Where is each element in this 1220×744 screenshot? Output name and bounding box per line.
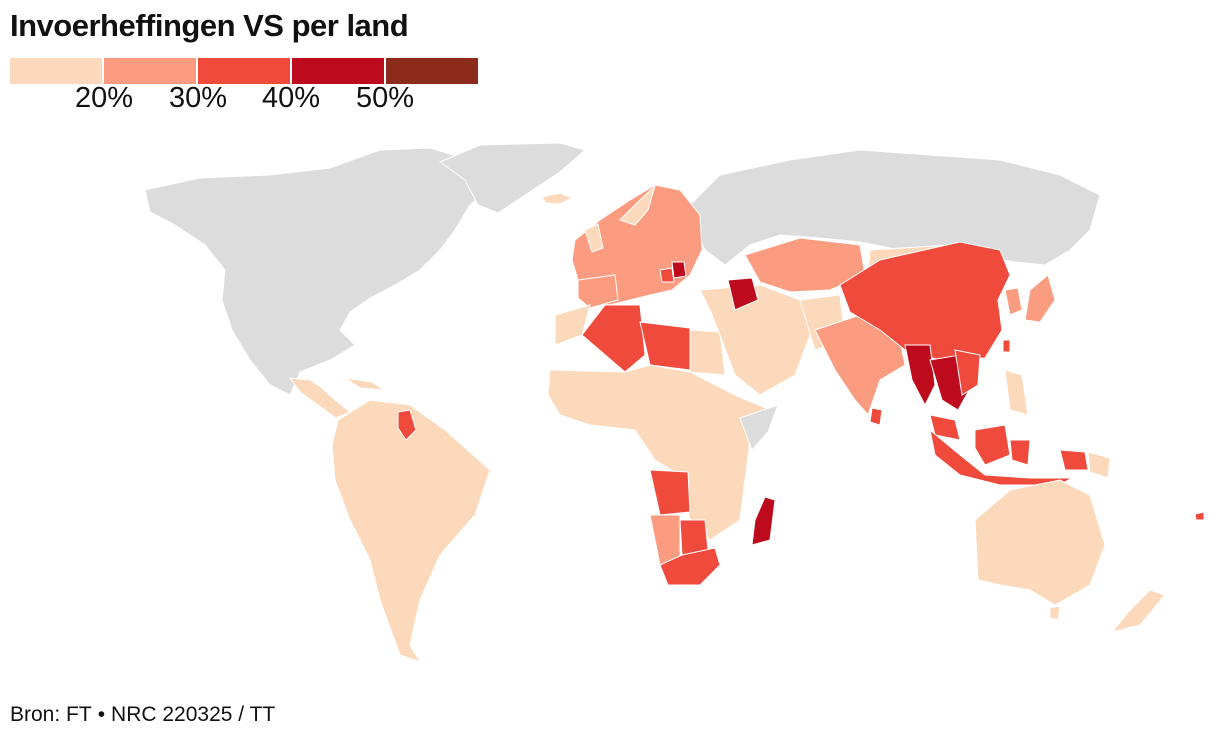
legend-swatch-2 (102, 58, 196, 84)
vietnam (954, 349, 981, 396)
legend-swatch-3 (196, 58, 290, 84)
source-credit-text: NRC 220325 / TT (111, 703, 276, 726)
horn-of-africa (739, 404, 779, 451)
legend-swatch-1 (10, 58, 102, 84)
color-legend (10, 58, 478, 84)
sulawesi (1009, 439, 1031, 466)
russia (689, 149, 1101, 266)
serbia (671, 261, 687, 279)
angola (649, 469, 691, 516)
syria-iraq (727, 277, 759, 311)
new-zealand (1110, 589, 1166, 633)
borneo (974, 424, 1011, 466)
tasmania (1049, 605, 1061, 621)
papua-new-guinea (1087, 451, 1111, 479)
legend-tick-20: 20% (74, 82, 134, 114)
uk (584, 223, 604, 253)
korea (1004, 287, 1023, 316)
china (839, 241, 1011, 361)
middle-east (699, 284, 813, 396)
malaysia (929, 414, 961, 441)
world-map (144, 142, 1205, 663)
japan (1024, 274, 1056, 323)
central-america (288, 377, 351, 419)
source-credit: Bron: FT • NRC 220325 / TT (10, 703, 275, 727)
west-africa (547, 364, 771, 541)
legend-tick-50: 50% (355, 82, 415, 114)
legend-tick-30: 30% (168, 82, 228, 114)
guyana (397, 409, 417, 441)
legend-swatch-4 (290, 58, 384, 84)
papua (1059, 449, 1089, 471)
south-america (331, 399, 491, 663)
taiwan (1002, 339, 1011, 353)
australia (974, 479, 1106, 606)
caribbean (344, 377, 385, 391)
morocco (554, 304, 591, 346)
south-africa (659, 547, 721, 586)
philippines (1004, 369, 1029, 416)
algeria (581, 304, 646, 373)
legend-swatch-5 (384, 58, 478, 84)
fiji (1194, 511, 1205, 521)
libya (639, 321, 691, 371)
legend-tick-40: 40% (261, 82, 321, 114)
source-text: Bron: FT (10, 703, 92, 726)
bosnia (659, 267, 675, 283)
greenland (438, 142, 587, 214)
myanmar (904, 344, 936, 407)
botswana (679, 519, 709, 556)
egypt (689, 329, 726, 376)
source-separator: • (97, 703, 106, 726)
north-america (144, 147, 501, 396)
iberia (577, 274, 619, 309)
madagascar (751, 496, 776, 546)
sri-lanka (869, 407, 883, 426)
norway-sweden (619, 184, 656, 226)
map-title: Invoerheffingen VS per land (10, 8, 409, 43)
legend-ticks: 20% 30% 40% 50% (10, 82, 478, 122)
iceland (541, 192, 574, 205)
